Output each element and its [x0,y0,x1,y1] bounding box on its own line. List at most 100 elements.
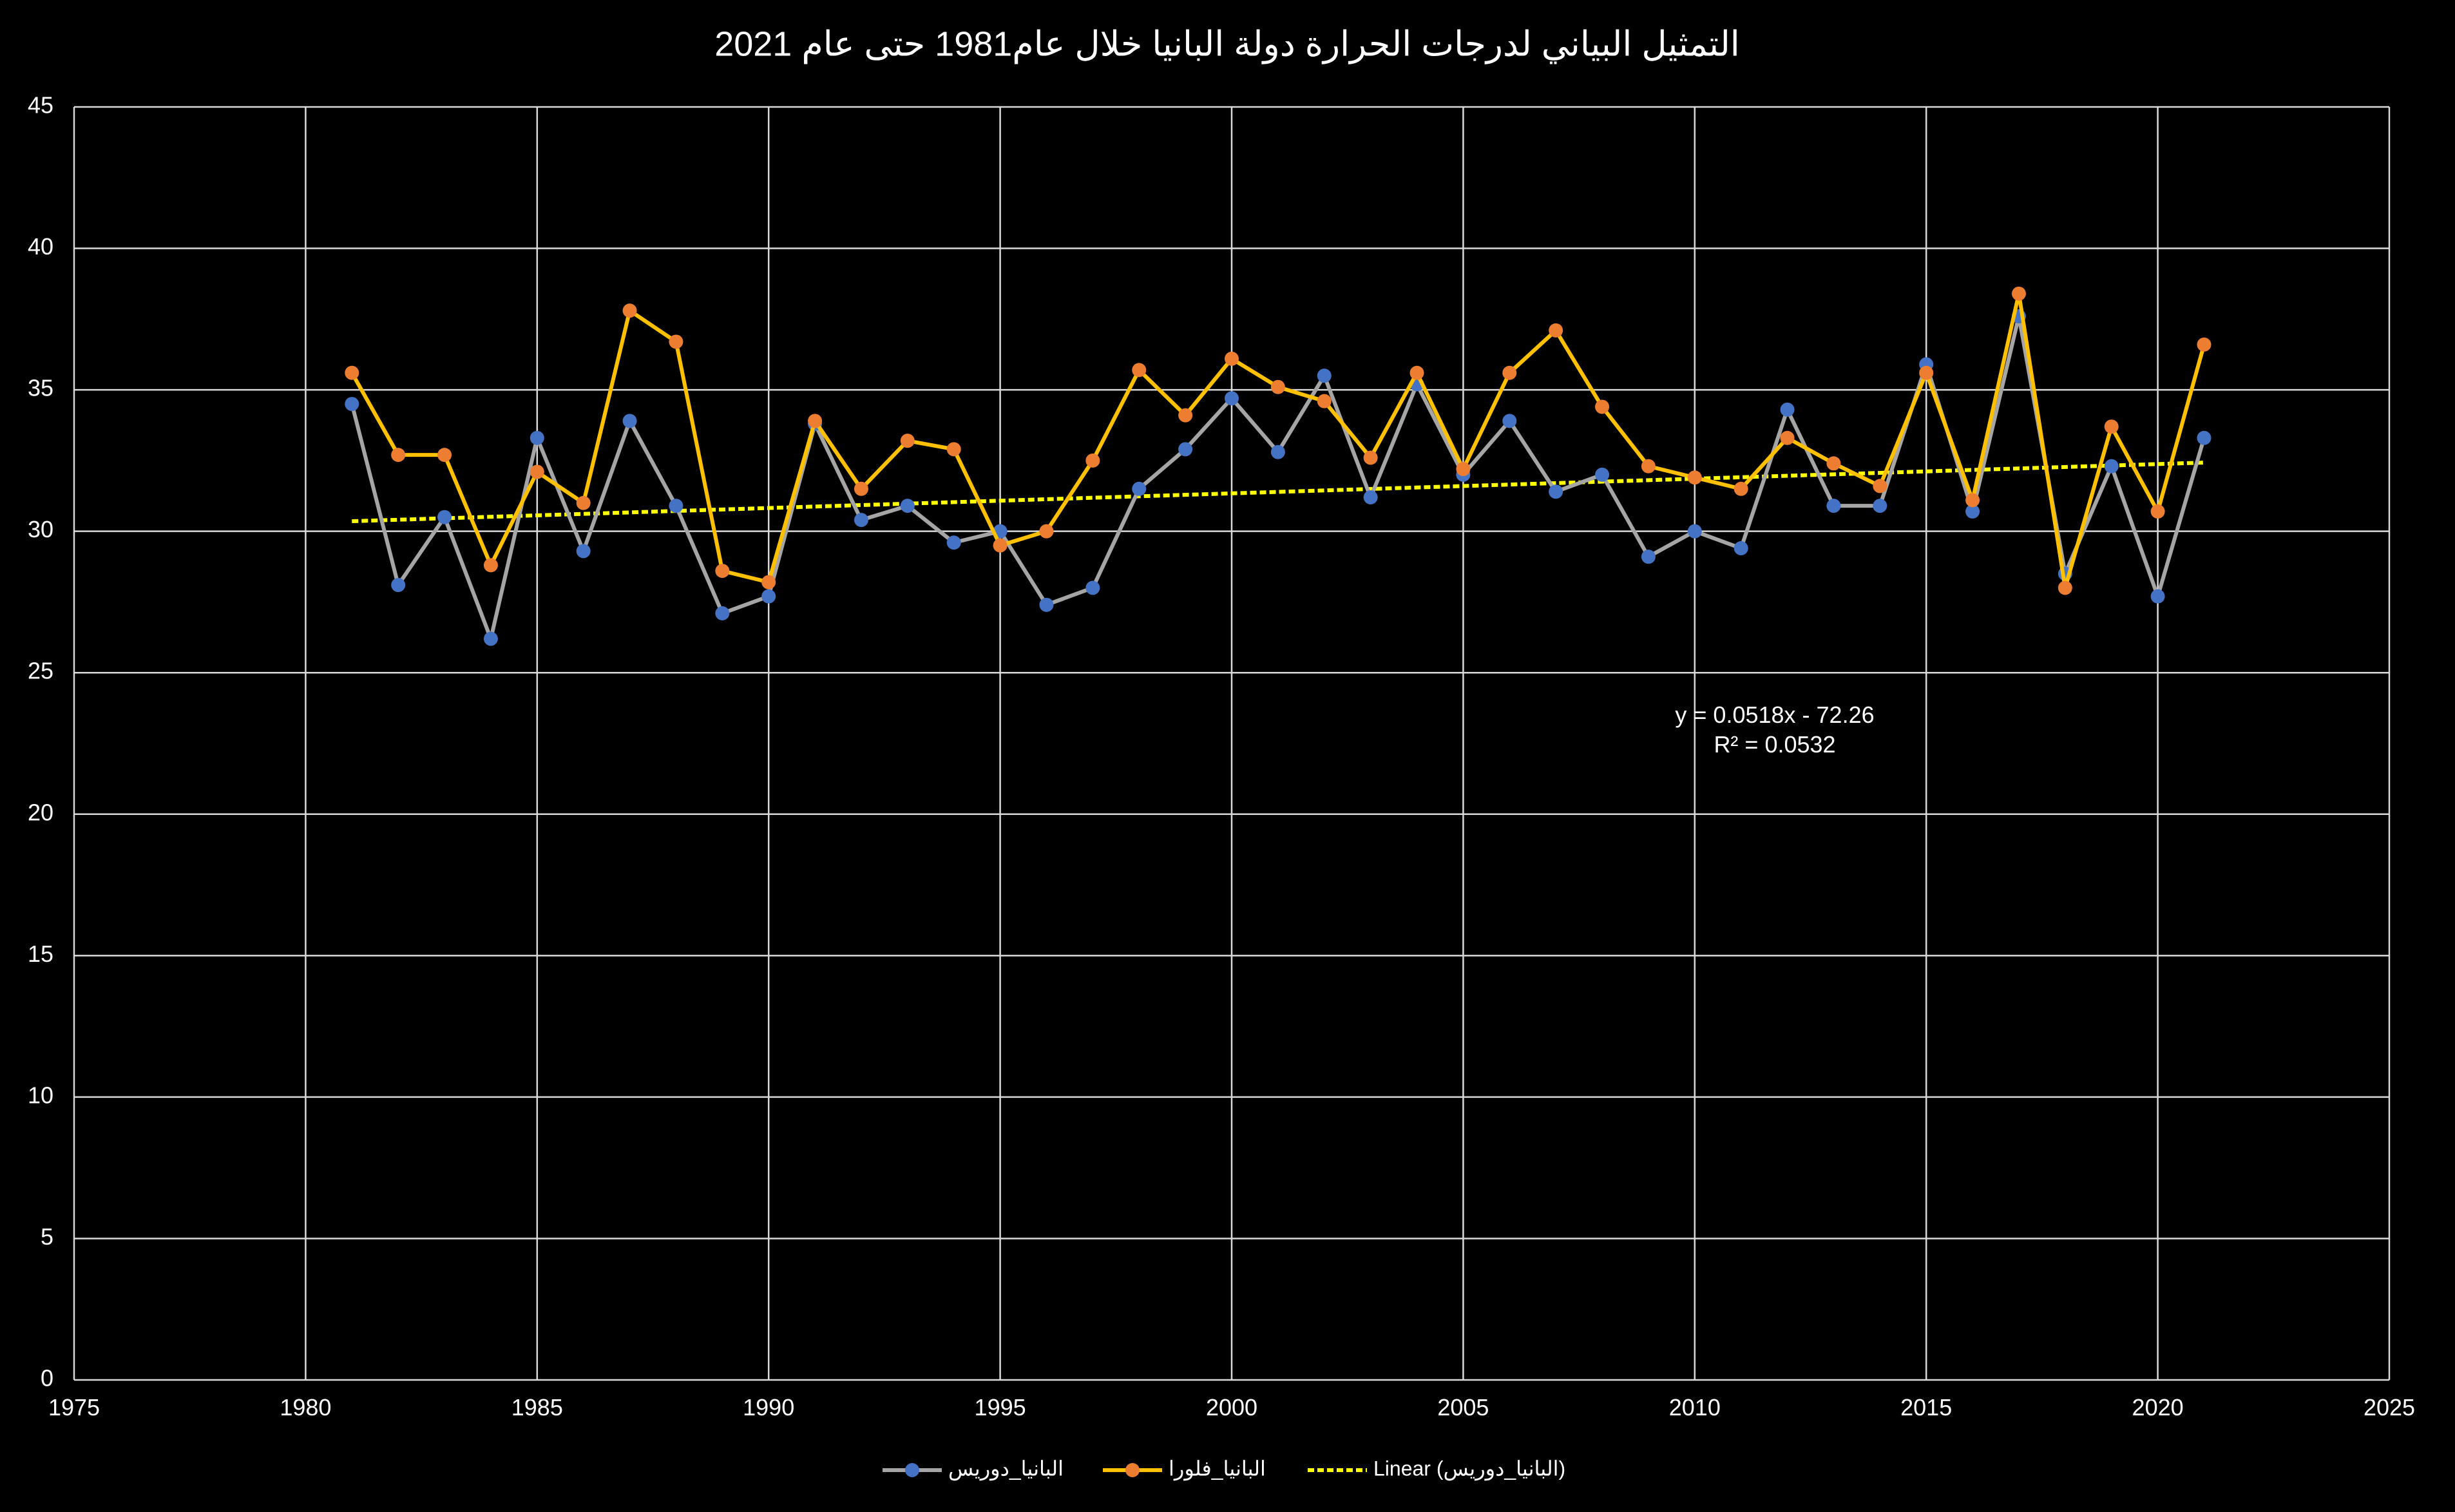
series-2-point [761,575,776,589]
chart-title: التمثيل البياني لدرجات الحرارة دولة البا… [714,24,1740,64]
series-2-point [2058,580,2072,595]
series-2-point [437,448,452,463]
series-1-point [1641,550,1656,564]
series-2-point [1456,462,1471,477]
y-axis: 0 5 10 15 20 25 30 35 40 45 [28,92,53,1392]
y-tick-label: 45 [28,92,53,119]
series-2-point [1317,394,1332,408]
series-2-point [576,495,591,510]
series-2-point [1641,459,1656,474]
series-2-point [530,464,544,479]
legend-label-1: البانيا_دوريس [948,1457,1064,1480]
series-2-point [1965,493,1980,508]
legend-label-2: البانيا_فلورا [1169,1457,1266,1480]
series-1-point [576,544,591,559]
trendline-equation: y = 0.0518x - 72.26 [1675,702,1874,728]
x-tick-label: 2010 [1669,1394,1721,1421]
series-2-point [1363,450,1378,465]
legend-marker-2 [1125,1463,1140,1477]
series-1-point [622,414,637,428]
series-1-point [1502,414,1517,428]
series-2-point [1085,453,1100,468]
x-tick-label: 2005 [1437,1394,1489,1421]
series-1-point [2150,589,2165,604]
series-1-point [1132,481,1147,496]
y-tick-label: 40 [28,233,53,260]
series-2-point [2197,337,2211,352]
series-1-point [437,510,452,524]
series-2-point [345,365,359,380]
y-tick-label: 35 [28,375,53,401]
series-2-point [1919,365,1934,380]
series-1-point [1549,484,1563,499]
series-2-point [1409,365,1424,380]
series-1-point [1039,597,1054,612]
legend-marker-1 [905,1463,919,1477]
series-1-point [715,606,730,621]
series-1-point [1780,402,1795,417]
series-2-point [808,414,823,428]
series-2-point [1595,399,1610,414]
x-tick-label: 1985 [511,1394,563,1421]
series-1-point [946,535,961,550]
series-1-point [1873,499,1887,513]
series-1-point [1178,442,1193,457]
series-2-point [900,434,915,448]
series-2-point [1178,408,1193,423]
series-1-point [1595,467,1610,482]
x-tick-label: 2015 [1900,1394,1952,1421]
series-2-point [1502,365,1517,380]
series-1-point [1363,490,1378,504]
series-1-point [854,513,868,528]
series-2-point [1687,470,1702,485]
y-tick-label: 25 [28,658,53,684]
series-1-point [2104,459,2119,474]
series-2-point [854,481,868,496]
series-group [345,286,2211,646]
x-tick-label: 2025 [2364,1394,2415,1421]
series-2-point [1734,481,1748,496]
y-tick-label: 0 [41,1365,53,1392]
series-2-point [1873,479,1887,493]
series-2-point [1132,363,1147,378]
x-tick-label: 2000 [1206,1394,1257,1421]
x-tick-label: 1975 [48,1394,100,1421]
y-tick-label: 30 [28,516,53,542]
series-2-point [1225,351,1239,366]
x-axis: 1975 1980 1985 1990 1995 2000 2005 2010 2015 2020… [48,1394,2415,1421]
y-tick-label: 20 [28,799,53,825]
series-1-point [1826,499,1841,513]
y-tick-label: 10 [28,1082,53,1108]
y-tick-label: 15 [28,941,53,967]
series-1-point [1734,541,1748,556]
series-1-point [1317,368,1332,383]
legend-label-3: Linear (البانيا_دوريس) [1373,1457,1565,1480]
series-2-point [2104,419,2119,434]
series-2-point [622,303,637,318]
series-2-point [483,558,498,573]
series-2-point [2150,504,2165,519]
series-1-point [669,499,683,513]
series-2-point [1780,430,1795,445]
series-2-point [1549,323,1563,338]
series-2-point [993,538,1008,553]
x-tick-label: 1980 [280,1394,331,1421]
series-1-point [900,499,915,513]
series-2-point [669,334,683,349]
series-1-point [530,430,544,445]
series-1-point [345,397,359,412]
x-tick-label: 1990 [743,1394,794,1421]
y-tick-label: 5 [41,1223,53,1250]
trendline-r-squared: R² = 0.0532 [1714,731,1835,758]
series-1-point [1270,445,1285,459]
series-2-point [2011,286,2026,301]
series-1-point [483,631,498,646]
x-tick-label: 1995 [975,1394,1026,1421]
x-tick-label: 2020 [2132,1394,2184,1421]
series-1-point [761,589,776,604]
series-1-point [1965,504,1980,519]
series-1-point [1687,524,1702,539]
series-2-point [391,448,406,463]
